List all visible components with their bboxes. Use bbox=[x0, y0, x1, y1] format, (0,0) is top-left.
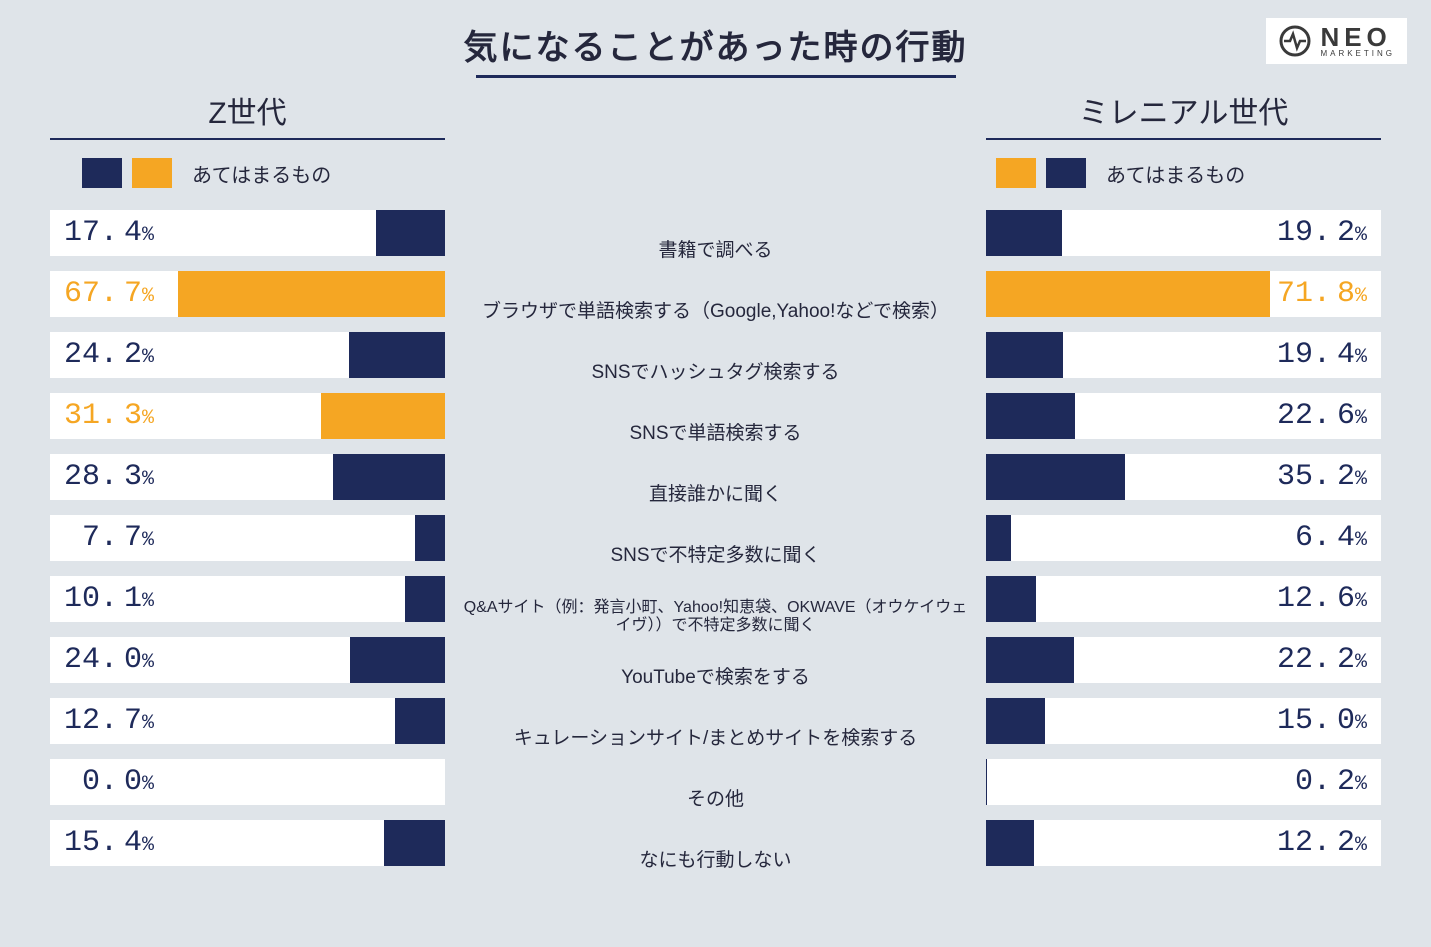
bar-row-right: 19. 4% bbox=[986, 332, 1381, 378]
bar-right bbox=[986, 393, 1075, 439]
brand-logo: NEO MARKETING bbox=[1266, 18, 1407, 64]
bar-row-right: 19. 2% bbox=[986, 210, 1381, 256]
bar-right bbox=[986, 454, 1125, 500]
left-group-underline bbox=[50, 138, 445, 140]
pct-left: 24. 0% bbox=[50, 643, 154, 677]
pct-left: 24. 2% bbox=[50, 338, 154, 372]
right-group-underline bbox=[986, 138, 1381, 140]
logo-icon bbox=[1278, 24, 1312, 58]
bar-row-left: 7. 7% bbox=[50, 515, 445, 561]
pct-right: 12. 6% bbox=[1277, 582, 1381, 616]
bar-row-right: 6. 4% bbox=[986, 515, 1381, 561]
pct-left: 28. 3% bbox=[50, 460, 154, 494]
bar-row-right: 22. 6% bbox=[986, 393, 1381, 439]
pct-right: 19. 4% bbox=[1277, 338, 1381, 372]
right-column: ミレニアル世代 あてはまるもの 19. 2% 71. 8% 19. 4% 22. 6%… bbox=[986, 88, 1381, 899]
bar-right bbox=[986, 332, 1063, 378]
category-label: SNSでハッシュタグ検索する bbox=[455, 350, 976, 396]
bar-row-right: 0. 2% bbox=[986, 759, 1381, 805]
logo-text-main: NEO bbox=[1320, 24, 1395, 50]
bar-left bbox=[405, 576, 445, 622]
right-swatch-1 bbox=[996, 158, 1036, 188]
pct-left: 67. 7% bbox=[50, 277, 154, 311]
category-label: 直接誰かに聞く bbox=[455, 472, 976, 518]
bar-row-left: 24. 2% bbox=[50, 332, 445, 378]
left-swatch-1 bbox=[82, 158, 122, 188]
category-label: ブラウザで単語検索する（Google,Yahoo!などで検索） bbox=[455, 289, 976, 335]
bar-left bbox=[376, 210, 445, 256]
pct-right: 19. 2% bbox=[1277, 216, 1381, 250]
bar-left bbox=[333, 454, 445, 500]
pct-left: 15. 4% bbox=[50, 826, 154, 860]
chart-title: 気になることがあった時の行動 bbox=[0, 0, 1431, 69]
bar-row-left: 12. 7% bbox=[50, 698, 445, 744]
category-label: 書籍で調べる bbox=[455, 228, 976, 274]
left-group-title: Z世代 bbox=[50, 88, 445, 132]
pct-right: 0. 2% bbox=[1277, 765, 1381, 799]
category-label: SNSで単語検索する bbox=[455, 411, 976, 457]
bar-right bbox=[986, 576, 1036, 622]
bar-left bbox=[384, 820, 445, 866]
bar-row-right: 22. 2% bbox=[986, 637, 1381, 683]
pct-right: 22. 6% bbox=[1277, 399, 1381, 433]
right-swatch-2 bbox=[1046, 158, 1086, 188]
pct-left: 12. 7% bbox=[50, 704, 154, 738]
center-labels: 書籍で調べるブラウザで単語検索する（Google,Yahoo!などで検索） SNS… bbox=[445, 88, 986, 899]
pct-right: 22. 2% bbox=[1277, 643, 1381, 677]
bar-row-right: 12. 2% bbox=[986, 820, 1381, 866]
pct-right: 35. 2% bbox=[1277, 460, 1381, 494]
category-label: Q&Aサイト（例：発言小町、Yahoo!知恵袋、OKWAVE（オウケイウェイヴ）… bbox=[455, 594, 976, 640]
pct-left: 7. 7% bbox=[50, 521, 154, 555]
pct-right: 6. 4% bbox=[1277, 521, 1381, 555]
bar-left bbox=[321, 393, 445, 439]
category-label: YouTubeで検索をする bbox=[455, 655, 976, 701]
right-group-title: ミレニアル世代 bbox=[986, 88, 1381, 132]
bar-right bbox=[986, 210, 1062, 256]
bar-row-left: 0. 0% bbox=[50, 759, 445, 805]
bar-right bbox=[986, 271, 1270, 317]
pct-left: 0. 0% bbox=[50, 765, 154, 799]
pct-right: 15. 0% bbox=[1277, 704, 1381, 738]
bar-row-right: 15. 0% bbox=[986, 698, 1381, 744]
bar-right bbox=[986, 759, 987, 805]
left-legend: あてはまるもの bbox=[50, 158, 445, 188]
bar-row-left: 10. 1% bbox=[50, 576, 445, 622]
category-label: SNSで不特定多数に聞く bbox=[455, 533, 976, 579]
pct-right: 12. 2% bbox=[1277, 826, 1381, 860]
left-swatch-2 bbox=[132, 158, 172, 188]
pct-left: 17. 4% bbox=[50, 216, 154, 250]
pct-left: 10. 1% bbox=[50, 582, 154, 616]
bar-row-left: 28. 3% bbox=[50, 454, 445, 500]
right-legend: あてはまるもの bbox=[986, 158, 1381, 188]
bar-right bbox=[986, 820, 1034, 866]
logo-text-sub: MARKETING bbox=[1320, 50, 1395, 58]
bar-right bbox=[986, 698, 1045, 744]
left-column: Z世代 あてはまるもの 17. 4% 67. 7% 24. 2% 31. 3% 28. … bbox=[50, 88, 445, 899]
category-label: キュレーションサイト/まとめサイトを検索する bbox=[455, 716, 976, 762]
right-legend-label: あてはまるもの bbox=[1106, 159, 1245, 188]
bar-row-left: 31. 3% bbox=[50, 393, 445, 439]
bar-left bbox=[395, 698, 445, 744]
bar-row-left: 15. 4% bbox=[50, 820, 445, 866]
pct-left: 31. 3% bbox=[50, 399, 154, 433]
bar-right bbox=[986, 637, 1074, 683]
bar-row-right: 12. 6% bbox=[986, 576, 1381, 622]
bar-left bbox=[349, 332, 445, 378]
left-legend-label: あてはまるもの bbox=[192, 159, 331, 188]
bar-row-left: 24. 0% bbox=[50, 637, 445, 683]
pct-right: 71. 8% bbox=[1277, 277, 1381, 311]
bar-right bbox=[986, 515, 1011, 561]
bar-row-left: 17. 4% bbox=[50, 210, 445, 256]
bar-left bbox=[415, 515, 445, 561]
bar-left bbox=[350, 637, 445, 683]
bar-row-right: 35. 2% bbox=[986, 454, 1381, 500]
category-label: なにも行動しない bbox=[455, 838, 976, 884]
category-label: その他 bbox=[455, 777, 976, 823]
bar-row-left: 67. 7% bbox=[50, 271, 445, 317]
bar-left bbox=[178, 271, 445, 317]
bar-row-right: 71. 8% bbox=[986, 271, 1381, 317]
